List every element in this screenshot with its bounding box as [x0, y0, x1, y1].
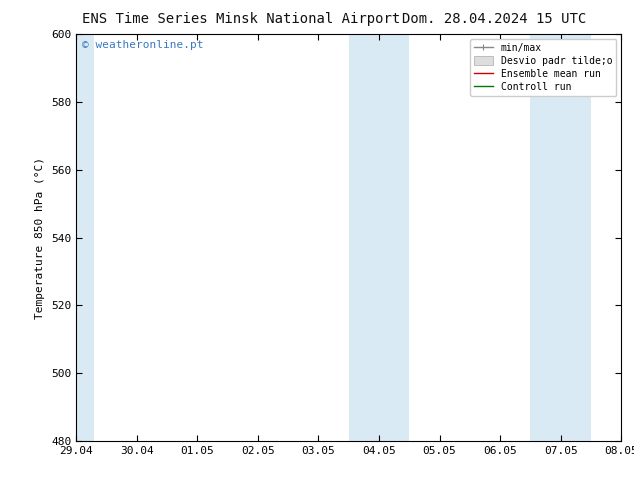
- Y-axis label: Temperature 850 hPa (°C): Temperature 850 hPa (°C): [36, 157, 46, 318]
- Legend: min/max, Desvio padr tilde;o, Ensemble mean run, Controll run: min/max, Desvio padr tilde;o, Ensemble m…: [470, 39, 616, 96]
- Text: © weatheronline.pt: © weatheronline.pt: [82, 40, 203, 50]
- Bar: [349, 34, 379, 441]
- Bar: [76, 34, 94, 441]
- Text: ENS Time Series Minsk National Airport: ENS Time Series Minsk National Airport: [82, 12, 400, 26]
- Bar: [379, 34, 410, 441]
- Text: Dom. 28.04.2024 15 UTC: Dom. 28.04.2024 15 UTC: [403, 12, 586, 26]
- Bar: [560, 34, 591, 441]
- Bar: [531, 34, 560, 441]
